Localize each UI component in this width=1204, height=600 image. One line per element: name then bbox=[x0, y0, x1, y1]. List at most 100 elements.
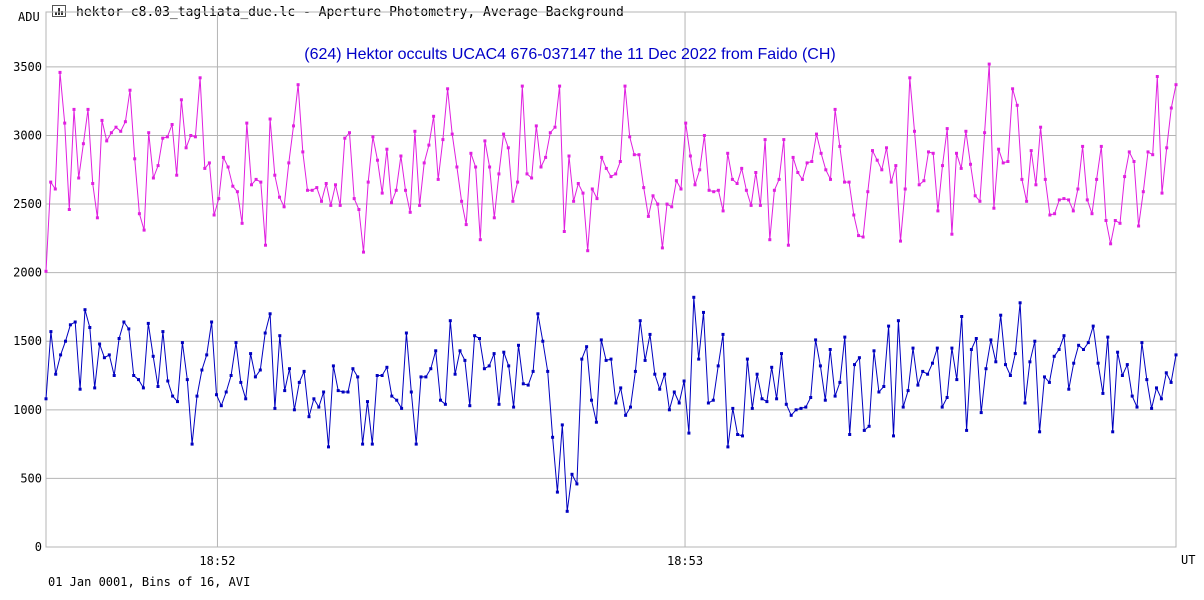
data-point-target bbox=[165, 135, 169, 139]
data-point-comparison bbox=[1155, 386, 1158, 390]
data-point-target bbox=[320, 199, 323, 203]
data-point-target bbox=[413, 129, 417, 133]
data-point-comparison bbox=[93, 386, 97, 390]
data-point-target bbox=[338, 203, 342, 207]
data-point-target bbox=[1165, 146, 1169, 150]
data-point-comparison bbox=[263, 331, 267, 335]
data-point-comparison bbox=[926, 372, 930, 376]
data-point-comparison bbox=[1096, 361, 1100, 365]
data-point-target bbox=[221, 155, 225, 159]
data-point-comparison bbox=[200, 368, 204, 372]
data-point-target bbox=[464, 223, 468, 227]
data-point-comparison bbox=[1082, 348, 1085, 351]
data-point-comparison bbox=[341, 390, 345, 394]
data-point-comparison bbox=[180, 341, 184, 345]
data-point-comparison bbox=[1174, 353, 1178, 357]
grid-layer bbox=[45, 11, 1177, 548]
data-point-target bbox=[156, 164, 160, 168]
data-point-comparison bbox=[507, 364, 511, 368]
data-point-comparison bbox=[745, 357, 749, 361]
data-point-target bbox=[941, 164, 944, 168]
data-point-target bbox=[128, 88, 132, 92]
data-point-comparison bbox=[1086, 341, 1090, 345]
x-axis-label: UT bbox=[1181, 553, 1196, 567]
data-point-comparison bbox=[551, 435, 555, 439]
data-point-target bbox=[506, 146, 510, 150]
data-point-comparison bbox=[731, 406, 735, 410]
data-point-target bbox=[894, 164, 898, 168]
data-point-comparison bbox=[848, 433, 852, 436]
data-point-comparison bbox=[492, 352, 496, 356]
data-point-target bbox=[684, 121, 688, 125]
data-point-target bbox=[306, 188, 309, 192]
data-point-comparison bbox=[687, 431, 691, 435]
data-point-target bbox=[446, 87, 450, 91]
data-point-target bbox=[366, 180, 370, 184]
x-tick-label: 18:53 bbox=[667, 554, 703, 568]
data-point-comparison bbox=[317, 405, 321, 409]
data-point-comparison bbox=[721, 332, 725, 336]
data-point-comparison bbox=[1033, 339, 1037, 343]
y-tick-label: 500 bbox=[20, 471, 42, 485]
data-point-target bbox=[1071, 209, 1075, 213]
data-point-target bbox=[665, 202, 669, 206]
data-point-comparison bbox=[1135, 405, 1139, 409]
data-point-comparison bbox=[1062, 334, 1066, 338]
data-point-target bbox=[1062, 197, 1066, 201]
data-point-comparison bbox=[575, 482, 579, 486]
data-point-target bbox=[922, 179, 926, 183]
data-point-target bbox=[399, 154, 403, 158]
data-point-target bbox=[119, 129, 123, 133]
data-point-target bbox=[908, 76, 912, 80]
data-point-target bbox=[478, 238, 482, 242]
data-point-target bbox=[903, 187, 907, 191]
data-point-comparison bbox=[98, 342, 102, 346]
data-point-comparison bbox=[1164, 371, 1168, 375]
data-point-target bbox=[497, 172, 501, 176]
data-point-comparison bbox=[112, 374, 116, 377]
data-point-comparison bbox=[1013, 352, 1017, 356]
data-point-comparison bbox=[789, 413, 793, 417]
data-point-comparison bbox=[677, 401, 681, 405]
data-point-target bbox=[726, 151, 730, 155]
data-point-target bbox=[983, 131, 987, 135]
data-point-comparison bbox=[210, 320, 214, 324]
data-point-comparison bbox=[994, 360, 998, 364]
data-point-comparison bbox=[663, 372, 667, 376]
data-point-target bbox=[53, 187, 57, 191]
data-point-comparison bbox=[351, 367, 355, 371]
data-point-target bbox=[1155, 75, 1159, 78]
y-tick-label: 2500 bbox=[13, 197, 42, 211]
data-point-comparison bbox=[755, 372, 759, 376]
data-point-comparison bbox=[1057, 348, 1061, 351]
data-point-comparison bbox=[1130, 394, 1134, 398]
data-point-comparison bbox=[629, 405, 632, 409]
data-point-comparison bbox=[784, 402, 788, 406]
data-point-comparison bbox=[312, 397, 316, 401]
data-point-comparison bbox=[823, 398, 827, 402]
data-point-target bbox=[488, 165, 492, 169]
data-point-target bbox=[791, 155, 795, 159]
data-point-target bbox=[245, 121, 249, 125]
data-point-comparison bbox=[667, 408, 671, 412]
data-point-target bbox=[843, 180, 846, 184]
data-point-comparison bbox=[570, 472, 574, 476]
data-point-comparison bbox=[1004, 363, 1007, 367]
data-point-target bbox=[329, 203, 333, 207]
data-point-comparison bbox=[560, 423, 564, 427]
data-point-comparison bbox=[736, 433, 740, 436]
data-point-target bbox=[674, 179, 678, 183]
data-point-comparison bbox=[83, 308, 87, 312]
data-point-comparison bbox=[590, 398, 593, 402]
data-point-target bbox=[231, 184, 235, 188]
data-point-comparison bbox=[1101, 391, 1105, 395]
data-point-target bbox=[343, 136, 347, 140]
data-point-target bbox=[179, 98, 183, 102]
data-point-comparison bbox=[1052, 354, 1056, 358]
data-point-target bbox=[1090, 212, 1094, 216]
data-point-comparison bbox=[940, 405, 944, 409]
data-point-comparison bbox=[648, 332, 652, 336]
data-point-target bbox=[1137, 224, 1141, 228]
series-line-target bbox=[45, 64, 1177, 272]
